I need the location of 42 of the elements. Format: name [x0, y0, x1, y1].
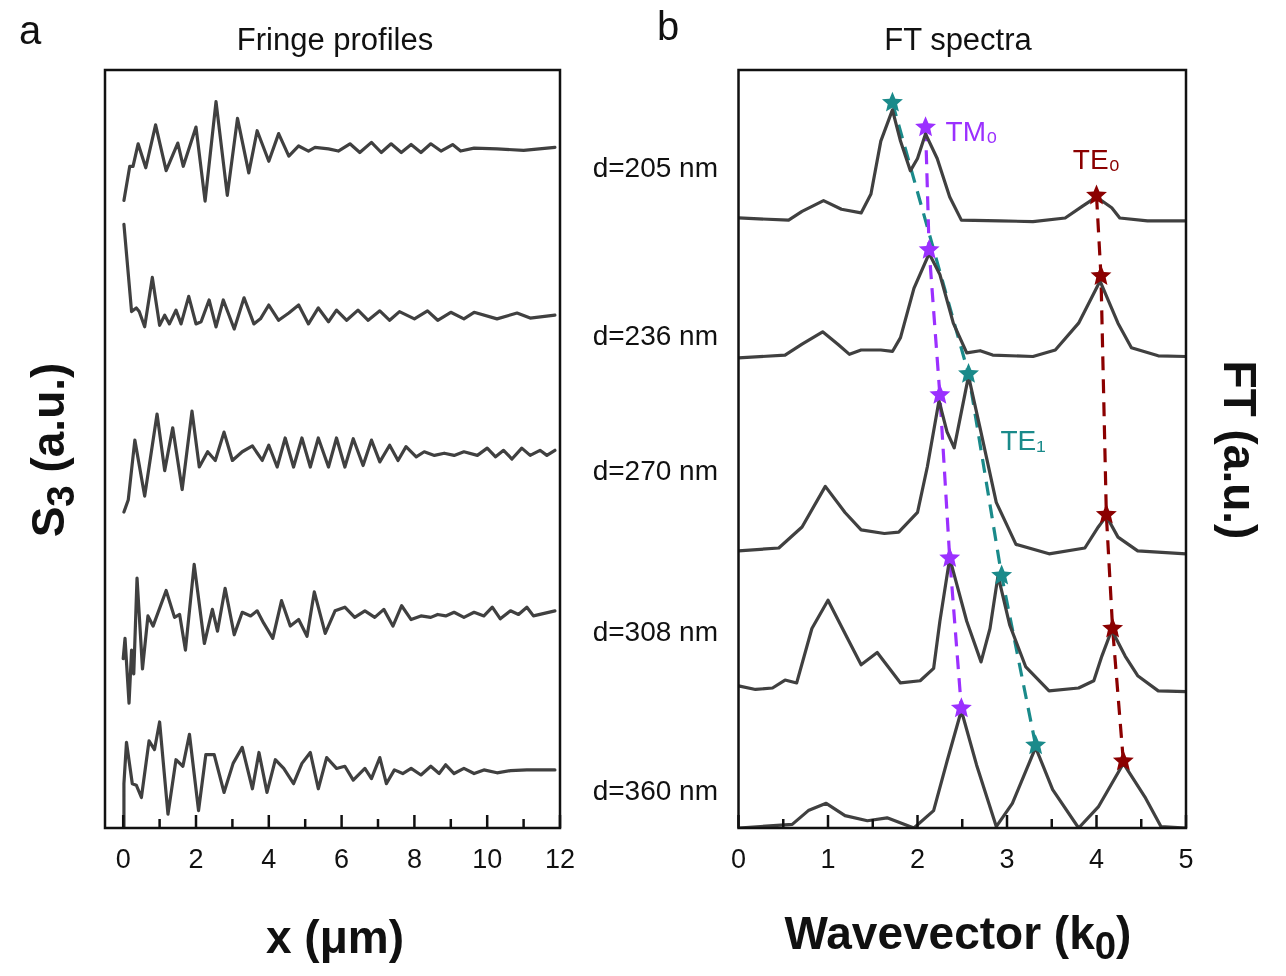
- text: b: [656, 3, 680, 49]
- point: [929, 383, 951, 404]
- series-label: d=236 nm: [592, 319, 718, 351]
- point: [1095, 503, 1117, 524]
- point: [950, 697, 972, 718]
- x-tick-label: 0: [730, 843, 747, 874]
- series-label: TE₀: [1072, 144, 1121, 176]
- text: a: [18, 7, 42, 53]
- point: [939, 547, 961, 568]
- x-tick-label: 4: [261, 843, 277, 874]
- x-tick-label: 0: [115, 843, 131, 874]
- x-tick-label: 12: [544, 843, 576, 874]
- chart-title: FT spectra: [884, 22, 1032, 58]
- x-tick-label: 1: [820, 843, 836, 874]
- point: [991, 564, 1013, 585]
- x-tick-label: 8: [406, 843, 422, 874]
- x-tick-label: 2: [188, 843, 204, 874]
- point: [1090, 265, 1112, 285]
- x-tick-label: 5: [1178, 843, 1194, 874]
- point: [918, 238, 940, 259]
- x-axis-title: Wavevector (k$_{0}$): [784, 905, 1132, 969]
- x-axis-title: x (μm): [265, 910, 405, 964]
- x-tick-label: 4: [1088, 843, 1105, 874]
- point: [958, 362, 979, 383]
- x-tick-label: 6: [334, 843, 350, 874]
- point: [1112, 750, 1134, 771]
- series-label: d=360 nm: [592, 774, 718, 806]
- series-label: d=205 nm: [592, 152, 718, 184]
- point: [881, 91, 903, 112]
- point: [1086, 184, 1107, 205]
- point: [915, 116, 937, 137]
- series-label: d=270 nm: [592, 455, 718, 487]
- x-tick-label: 3: [999, 843, 1015, 874]
- series-label: TM₀: [945, 116, 998, 148]
- series-label: TE₁: [1000, 424, 1046, 456]
- y-axis-title: FT (a.u.): [1213, 360, 1267, 540]
- x-tick-label: 10: [472, 843, 503, 874]
- point: [1102, 617, 1124, 638]
- point: [1025, 734, 1047, 755]
- x-tick-label: 2: [909, 843, 926, 874]
- series-label: d=308 nm: [592, 615, 718, 647]
- chart-title: Fringe profiles: [236, 22, 434, 58]
